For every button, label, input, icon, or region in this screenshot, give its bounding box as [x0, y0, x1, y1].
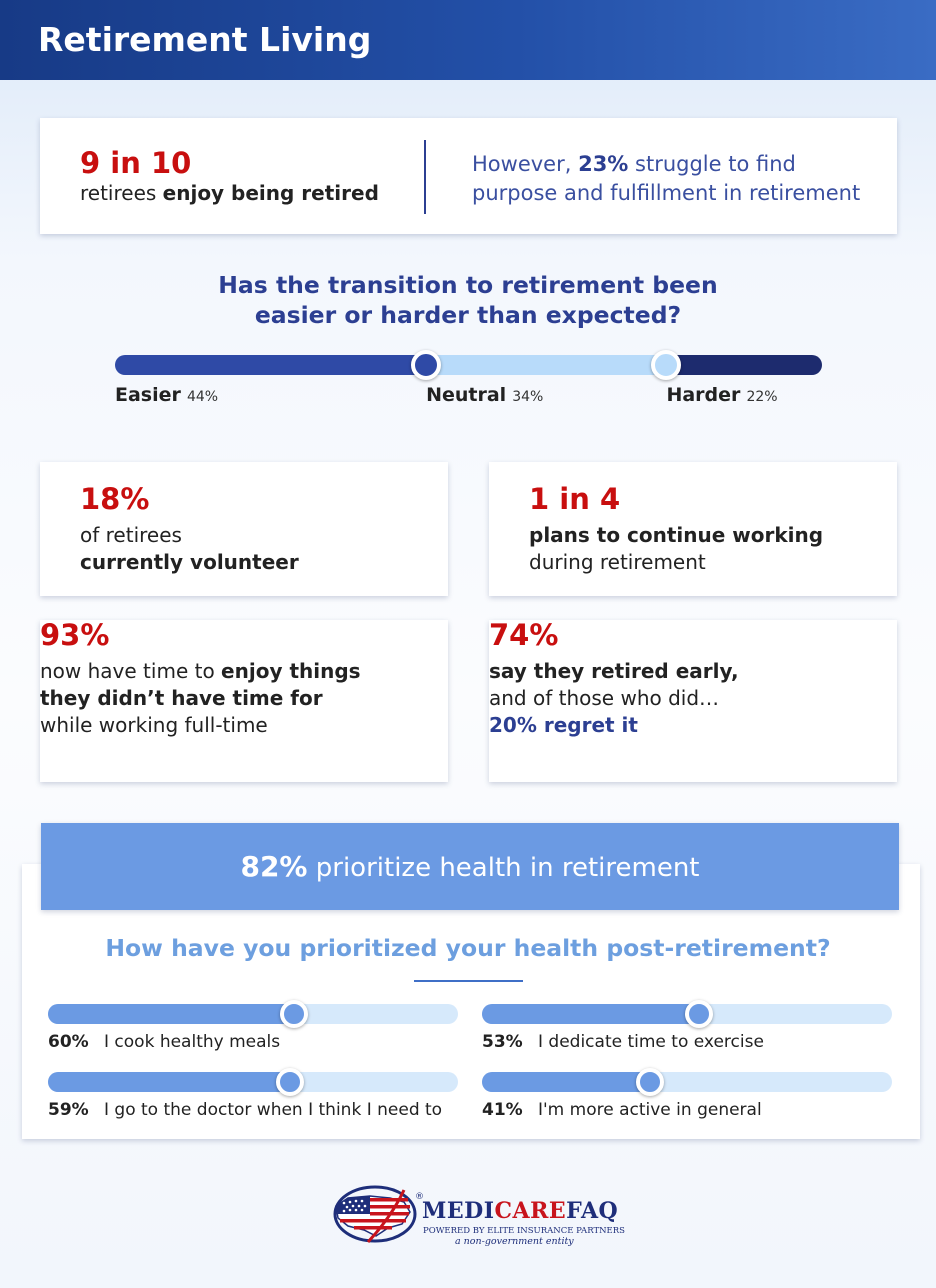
header-banner: Retirement Living	[0, 0, 936, 80]
struggle-stat: However, 23% struggle to find purpose an…	[472, 150, 860, 208]
health-bar-value: 59%	[48, 1100, 89, 1120]
health-bar-fill	[482, 1072, 651, 1092]
stat-93: 93%	[40, 618, 110, 652]
segment-neutral	[426, 355, 667, 375]
struggle-line-1: However, 23% struggle to find	[472, 152, 796, 176]
flag-globe-icon	[333, 1185, 417, 1244]
health-bar-label: 41% I'm more active in general	[482, 1100, 762, 1120]
health-bar	[48, 1000, 458, 1028]
health-bar-label: 53% I dedicate time to exercise	[482, 1032, 764, 1052]
transition-slider	[115, 350, 822, 380]
logo-disclaimer: a non-government entity	[455, 1236, 574, 1247]
health-bar-value: 60%	[48, 1032, 89, 1052]
label-harder: Harder 22%	[666, 384, 778, 406]
health-bar-value: 53%	[482, 1032, 523, 1052]
health-banner: 82% prioritize health in retirement	[41, 823, 899, 910]
early-card: 74% say they retired early, and of those…	[489, 618, 897, 782]
volunteer-card: 18% of retirees currently volunteer	[40, 462, 448, 596]
health-bar-category: I'm more active in general	[538, 1100, 762, 1120]
divider	[424, 140, 426, 214]
transition-question: Has the transition to retirement been ea…	[218, 271, 718, 329]
health-bar-fill	[482, 1004, 700, 1024]
health-bar-knob	[280, 1000, 308, 1028]
stat-9-in-10-text: retirees enjoy being retired	[80, 180, 379, 205]
volunteer-line-1: of retirees	[80, 522, 182, 547]
health-bar	[482, 1000, 892, 1028]
health-bar-value: 41%	[482, 1100, 523, 1120]
health-bar-label: 59% I go to the doctor when I think I nee…	[48, 1100, 442, 1120]
stat-18: 18%	[80, 482, 150, 516]
logo-wordmark: MEDICAREFAQ	[422, 1198, 619, 1224]
struggle-line-2: purpose and fulfillment in retirement	[472, 181, 861, 205]
health-divider	[414, 980, 523, 982]
health-bar-category: I go to the doctor when I think I need t…	[104, 1100, 443, 1120]
health-bar	[482, 1068, 892, 1096]
enjoy-card: 93% now have time to enjoy things they d…	[40, 618, 448, 782]
health-bar-category: I dedicate time to exercise	[538, 1032, 764, 1052]
health-bar	[48, 1068, 458, 1096]
registered-mark: ®	[415, 1192, 424, 1202]
top-stat-card: 9 in 10 retirees enjoy being retired How…	[40, 118, 897, 234]
knob-easier-neutral	[411, 350, 442, 380]
label-neutral: Neutral 34%	[426, 384, 544, 406]
working-line-2: during retirement	[529, 549, 706, 574]
health-bar-fill	[48, 1004, 294, 1024]
enjoy-line-1: now have time to enjoy things	[40, 658, 361, 683]
retirees-enjoy-stat: 9 in 10 retirees enjoy being retired	[80, 146, 379, 207]
medicarefaq-logo: ® MEDICAREFAQ POWERED BY ELITE INSURANCE…	[330, 1180, 625, 1250]
working-card: 1 in 4 plans to continue working during …	[489, 462, 897, 596]
early-line-2: and of those who did…	[489, 685, 720, 710]
stat-9-in-10: 9 in 10	[80, 146, 192, 180]
working-line-1: plans to continue working	[529, 522, 824, 547]
volunteer-line-2: currently volunteer	[80, 549, 299, 574]
health-bar-label: 60% I cook healthy meals	[48, 1032, 280, 1052]
segment-easier	[115, 355, 427, 375]
early-line-3: 20% regret it	[489, 712, 638, 737]
enjoy-line-3: while working full-time	[40, 712, 268, 737]
knob-neutral-harder	[651, 350, 682, 380]
logo-tagline: POWERED BY ELITE INSURANCE PARTNERS	[423, 1226, 625, 1236]
label-easier: Easier 44%	[115, 384, 219, 406]
page-title: Retirement Living	[38, 20, 372, 59]
stat-1-in-4: 1 in 4	[529, 482, 621, 516]
stat-74: 74%	[489, 618, 559, 652]
health-bar-knob	[636, 1068, 665, 1096]
health-question: How have you prioritized your health pos…	[105, 934, 831, 962]
health-bar-knob	[275, 1068, 304, 1096]
enjoy-line-2: they didn’t have time for	[40, 685, 323, 710]
health-bar-category: I cook healthy meals	[104, 1032, 281, 1052]
health-bar-knob	[685, 1000, 714, 1028]
segment-harder	[666, 355, 822, 375]
early-line-1: say they retired early,	[489, 658, 739, 683]
health-bar-fill	[48, 1072, 290, 1092]
